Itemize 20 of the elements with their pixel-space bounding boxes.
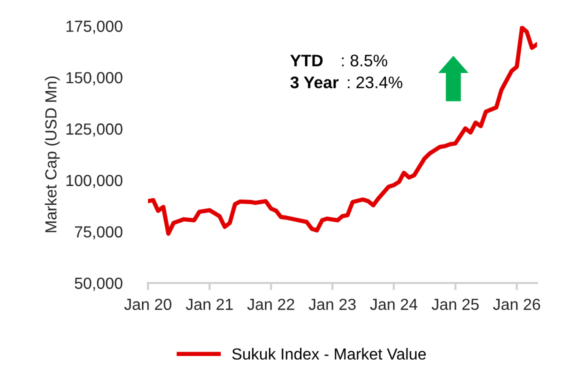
y-tick-label: 75,000 xyxy=(74,226,122,240)
x-tick-label: Jan 25 xyxy=(432,298,479,310)
y-tick-label: 50,000 xyxy=(74,278,122,291)
annotation: : 8.5% xyxy=(342,54,388,66)
y-tick-label: 150,000 xyxy=(66,72,122,86)
line-series xyxy=(148,26,537,236)
annotation: : 23.4% xyxy=(348,76,402,88)
annotation: YTD xyxy=(290,54,323,66)
x-tick-label: Jan 24 xyxy=(370,298,418,310)
y-axis-title: Market Cap (USD Mn) xyxy=(44,76,60,232)
y-tick-label: 100,000 xyxy=(66,174,122,188)
x-tick-label: Jan 26 xyxy=(493,298,540,310)
y-tick-label: 175,000 xyxy=(66,20,122,34)
annotation: 3 Year xyxy=(290,76,339,88)
x-tick-label: Jan 22 xyxy=(247,298,294,310)
legend-label: Sukuk Index - Market Value xyxy=(232,348,426,360)
x-tick-label: Jan 20 xyxy=(124,298,172,310)
x-tick-label: Jan 21 xyxy=(186,298,233,310)
x-tick-label: Jan 23 xyxy=(308,298,356,310)
y-tick-label: 125,000 xyxy=(66,123,122,137)
